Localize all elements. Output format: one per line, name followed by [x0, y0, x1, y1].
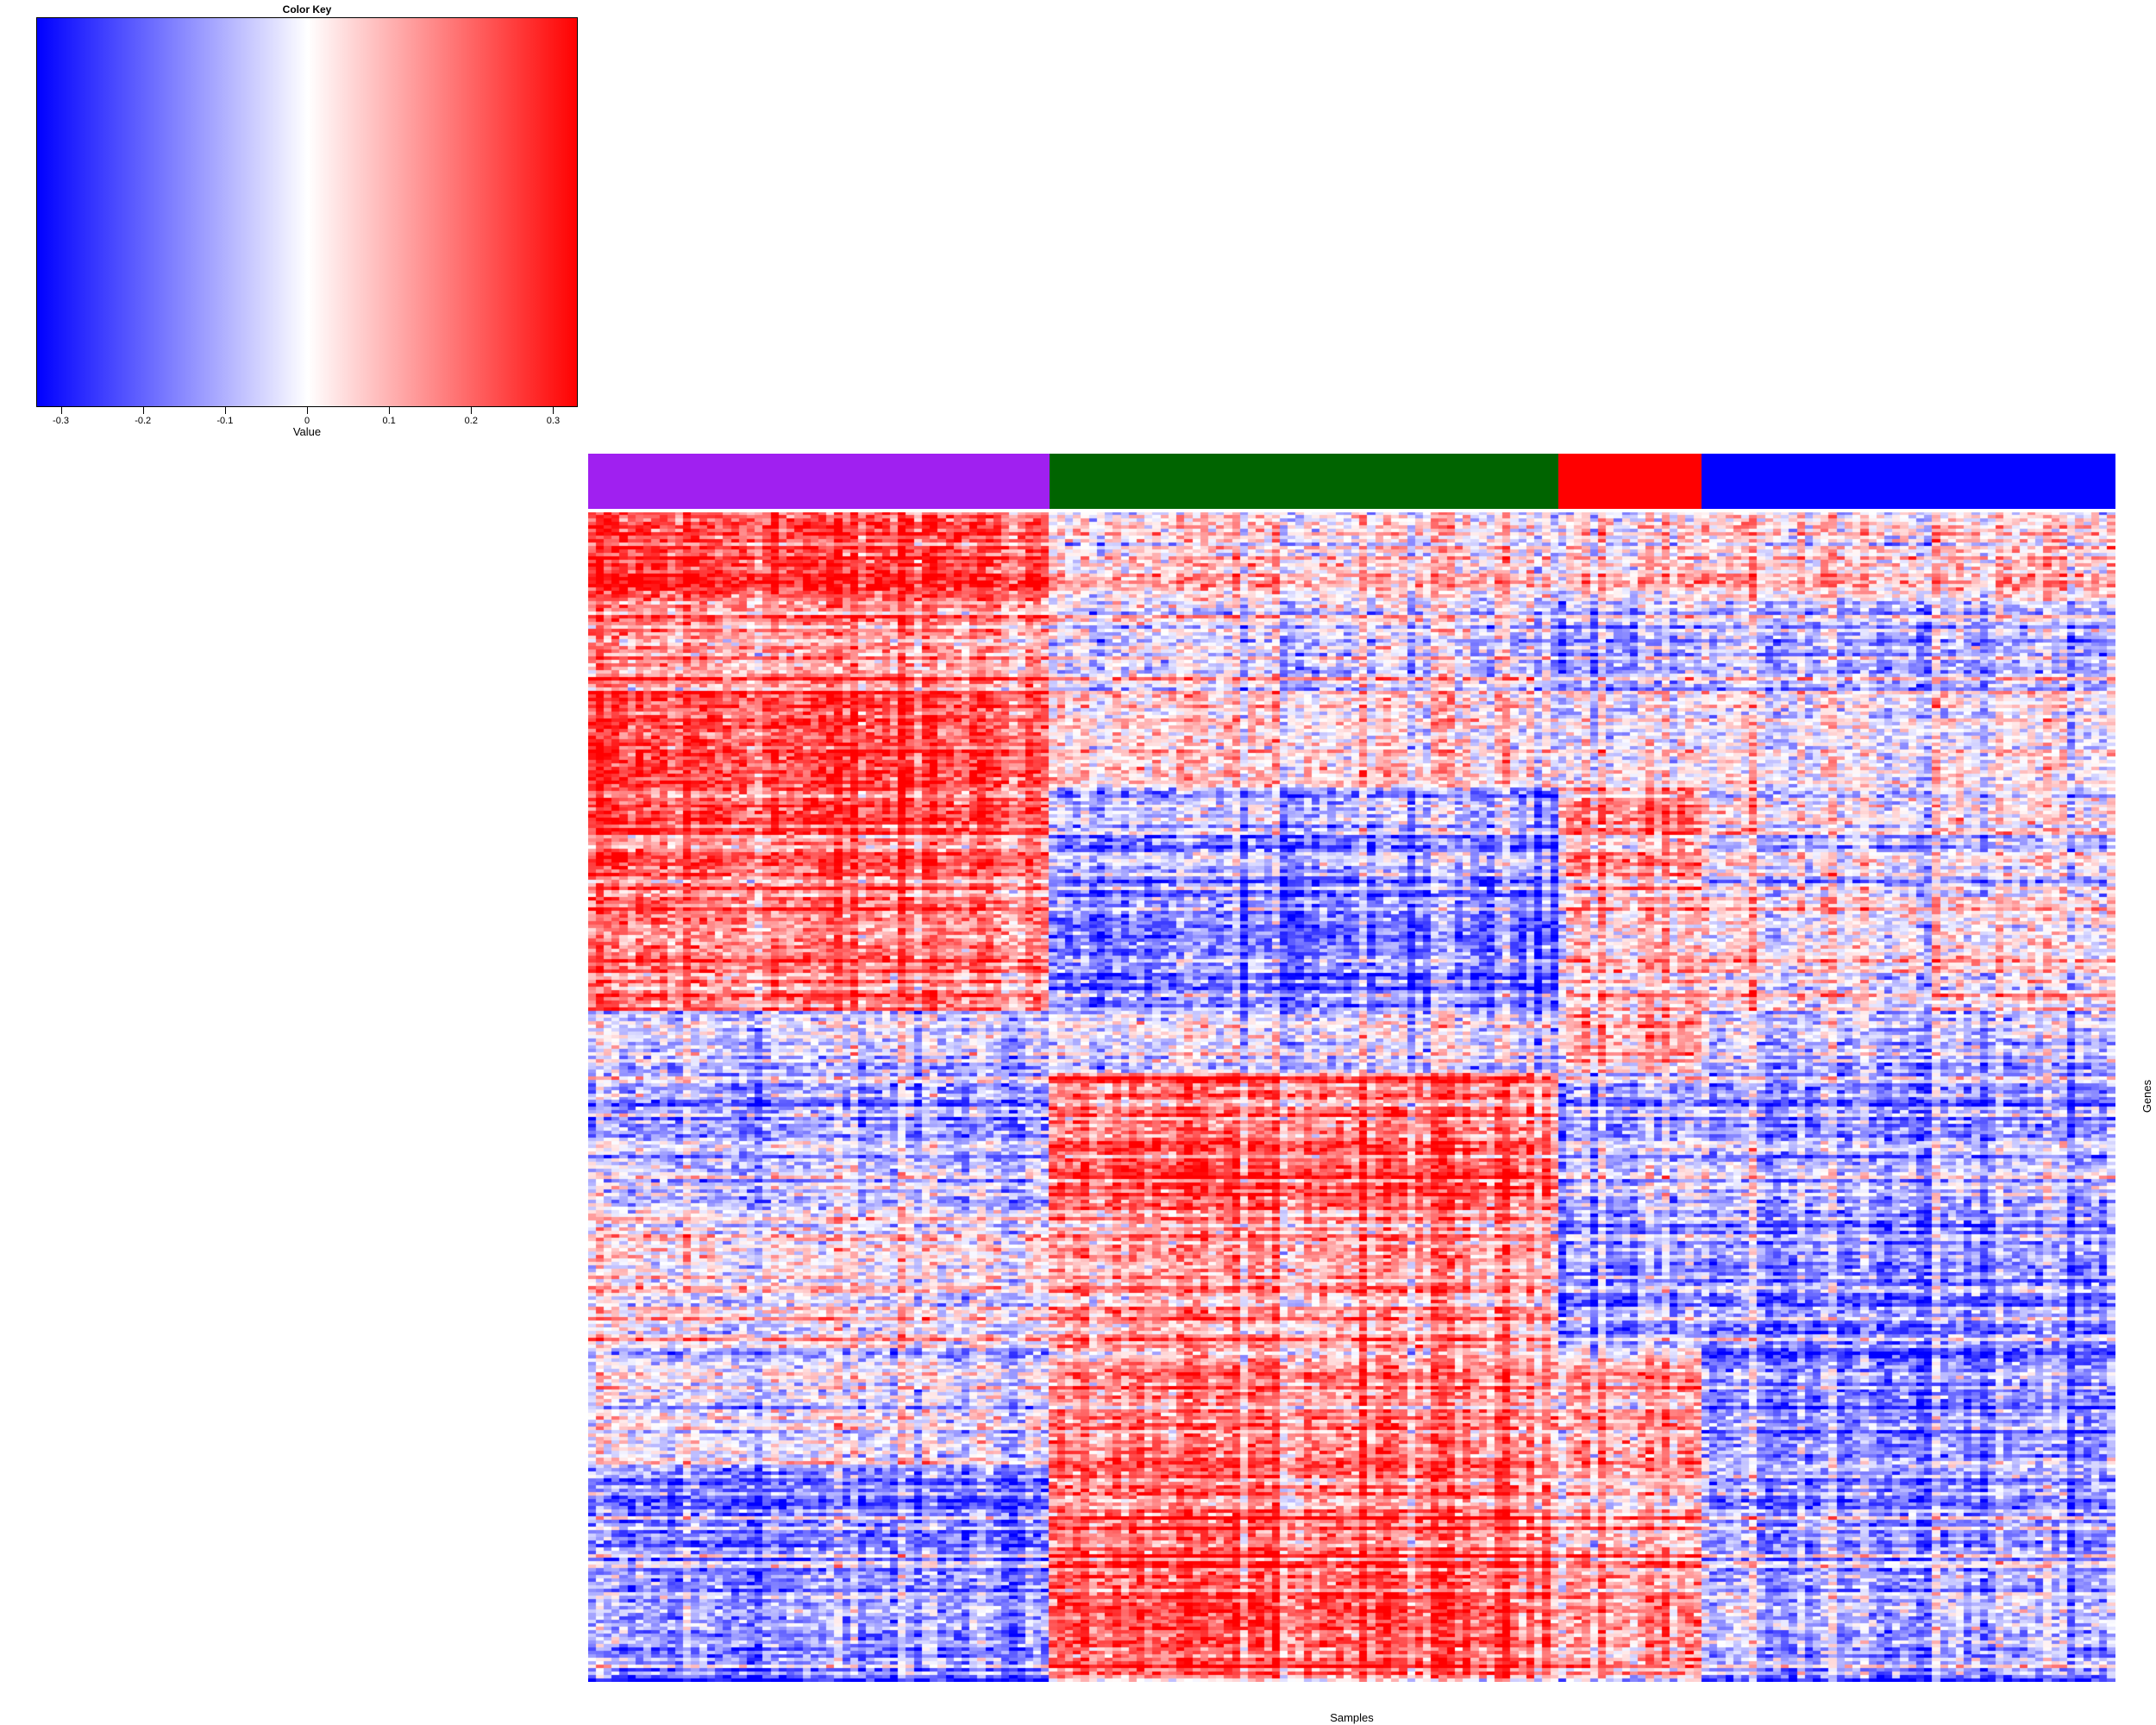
color-key-tick	[553, 407, 555, 414]
y-axis-label: Genes	[2140, 1079, 2153, 1113]
color-key-tick	[307, 407, 308, 414]
column-side-color-group-4	[1702, 454, 2115, 509]
color-key-xlabel: Value	[292, 425, 322, 438]
column-side-color-group-2	[1049, 454, 1559, 509]
color-key-tick-label: 0	[304, 416, 310, 426]
column-side-color-group-1	[588, 454, 1050, 509]
color-key-tick-label: 0.1	[382, 416, 396, 426]
column-side-color-group-3	[1558, 454, 1702, 509]
heatmap-cells	[588, 512, 2115, 1682]
color-key-title: Color Key	[282, 3, 332, 16]
color-key-gradient	[36, 17, 578, 407]
color-key-tick-label: -0.3	[53, 416, 70, 426]
color-key-tick-label: 0.2	[464, 416, 478, 426]
color-key-tick	[142, 407, 144, 414]
color-key-tick	[471, 407, 473, 414]
color-key-tick	[224, 407, 226, 414]
color-key-tick	[60, 407, 62, 414]
color-key-tick-label: -0.1	[216, 416, 234, 426]
color-key-bar	[37, 18, 577, 406]
color-key-tick-label: 0.3	[546, 416, 561, 426]
color-key-tick-label: -0.2	[135, 416, 152, 426]
color-key-tick	[389, 407, 391, 414]
x-axis-label: Samples	[1330, 1711, 1374, 1724]
